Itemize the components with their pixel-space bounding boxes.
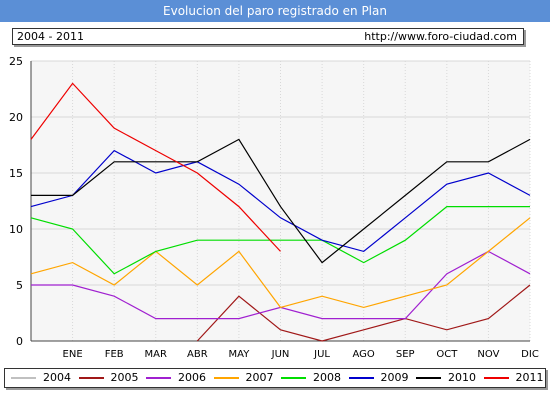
x-tick-label: NOV <box>477 349 499 360</box>
legend-swatch <box>11 377 36 379</box>
legend-item-2004: 2004 <box>11 369 73 387</box>
x-tick-label: SEP <box>396 349 415 360</box>
legend-swatch <box>213 377 239 379</box>
legend-swatch <box>348 377 374 379</box>
y-tick-label: 5 <box>16 279 23 292</box>
x-tick-label: JUN <box>271 349 290 360</box>
x-tick-label: FEB <box>105 349 124 360</box>
series-line-2008 <box>30 206 530 275</box>
x-tick-label: DIC <box>521 349 539 360</box>
legend-item-2007: 2007 <box>213 369 276 387</box>
x-tick-label: AGO <box>353 349 375 360</box>
legend-label: 2011 <box>515 371 544 384</box>
legend-label: 2007 <box>245 371 274 384</box>
legend-label: 2005 <box>110 371 139 384</box>
legend-swatch <box>78 377 104 379</box>
legend-label: 2010 <box>448 371 476 384</box>
x-tick-label: ENE <box>63 349 83 360</box>
legend-swatch <box>483 377 509 379</box>
x-tick-label: MAR <box>145 349 167 360</box>
series-line-2005 <box>196 284 531 342</box>
series-line-2010 <box>31 138 531 264</box>
series-line-2009 <box>30 149 531 253</box>
x-tick-label: MAY <box>229 349 251 360</box>
x-tick-label: OCT <box>436 349 458 360</box>
year-range-label: 2004 - 2011 <box>17 30 84 43</box>
source-url: http://www.foro-ciudad.com <box>364 30 517 43</box>
info-box: 2004 - 2011 http://www.foro-ciudad.com <box>12 28 524 45</box>
legend-swatch <box>416 377 441 379</box>
series-line-2007 <box>30 217 531 309</box>
legend-item-2011: 2011 <box>483 369 546 387</box>
legend-label: 2006 <box>178 371 206 384</box>
y-tick-label: 20 <box>9 111 23 124</box>
legend-label: 2004 <box>43 371 71 384</box>
x-tick-label: ABR <box>187 349 208 360</box>
plot-area <box>31 61 530 341</box>
y-tick-label: 0 <box>16 335 23 348</box>
legend-item-2008: 2008 <box>281 369 343 387</box>
legend-label: 2009 <box>380 371 409 384</box>
y-tick-label: 15 <box>9 167 23 180</box>
legend-item-2005: 2005 <box>78 369 141 387</box>
legend-swatch <box>146 377 171 379</box>
x-tick-label: JUL <box>313 349 330 360</box>
legend-swatch <box>281 377 306 379</box>
chart-title: Evolucion del paro registrado en Plan <box>0 0 550 22</box>
y-tick-label: 25 <box>9 55 23 68</box>
legend-item-2006: 2006 <box>146 369 208 387</box>
y-tick-label: 10 <box>9 223 23 236</box>
legend-label: 2008 <box>313 371 341 384</box>
legend: 2004 2005 2006 2007 2008 2009 2010 2011 <box>4 368 546 388</box>
legend-item-2009: 2009 <box>348 369 411 387</box>
legend-item-2010: 2010 <box>416 369 478 387</box>
series-line-2011 <box>30 82 281 252</box>
